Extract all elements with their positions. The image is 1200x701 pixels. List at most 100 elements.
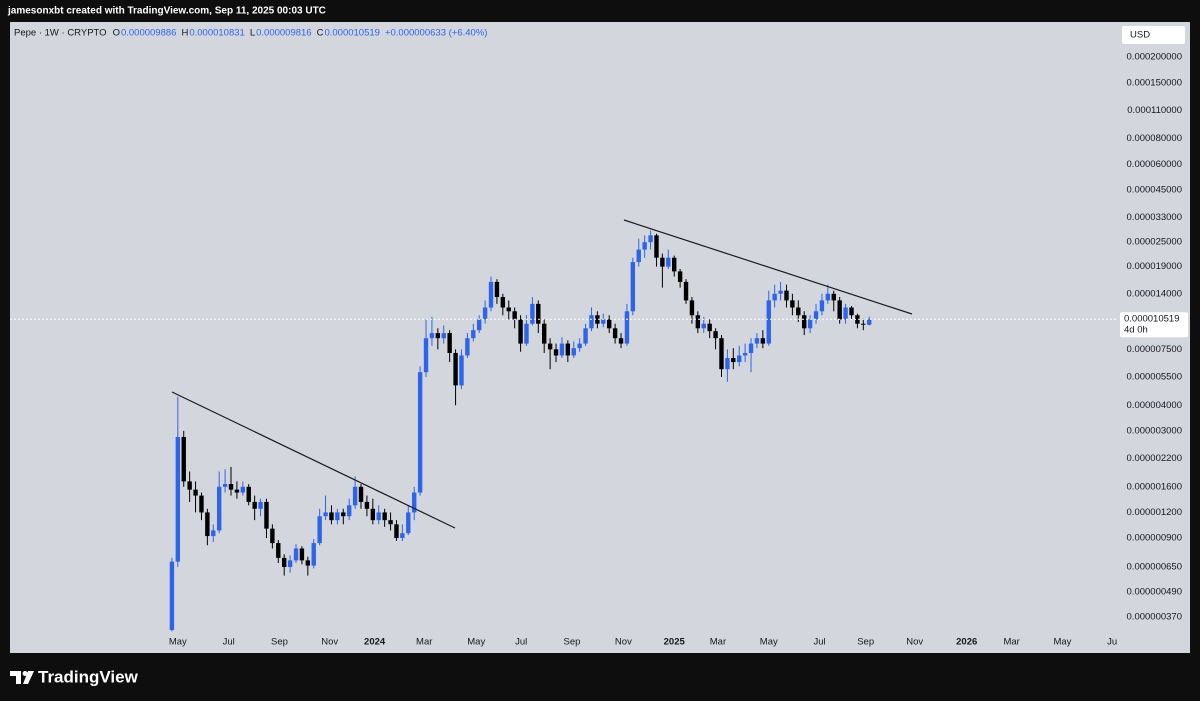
candle-body bbox=[518, 319, 523, 344]
last-price-label: 0.000010519 bbox=[1124, 314, 1179, 325]
candle-body bbox=[187, 481, 192, 490]
candle-body bbox=[802, 315, 807, 329]
brand-logo bbox=[10, 671, 34, 684]
candle-body bbox=[654, 235, 659, 258]
candle-body bbox=[400, 533, 405, 539]
y-tick-label: 0.000005500 bbox=[1127, 371, 1182, 382]
candle-body bbox=[624, 311, 630, 344]
candle-body bbox=[500, 297, 506, 308]
candle-body bbox=[855, 315, 860, 324]
y-tick-label: 0.000014000 bbox=[1127, 288, 1182, 299]
candle-body bbox=[731, 358, 736, 363]
candle-body bbox=[228, 484, 234, 490]
x-tick-label: Nov bbox=[906, 637, 923, 648]
candle-body bbox=[270, 528, 275, 544]
y-tick-label: 0.000033000 bbox=[1127, 212, 1182, 223]
candle-body bbox=[370, 508, 376, 521]
y-tick-label: 0.000060000 bbox=[1127, 159, 1182, 170]
candle-body bbox=[737, 355, 742, 363]
candle-body bbox=[358, 486, 364, 502]
x-tick-label: May bbox=[169, 637, 187, 648]
x-tick-label: Ju bbox=[1107, 637, 1117, 648]
candle-body bbox=[335, 512, 340, 521]
candle-body bbox=[695, 315, 701, 329]
candle-body bbox=[648, 235, 653, 243]
legend-value: 0.000009816 bbox=[256, 28, 311, 39]
y-tick-label: 0.000110000 bbox=[1127, 105, 1182, 116]
candle-body bbox=[754, 338, 760, 344]
x-tick-label: Jul bbox=[515, 637, 527, 648]
legend-key: H bbox=[181, 28, 188, 39]
legend-value: 0.000010831 bbox=[189, 28, 244, 39]
candle-body bbox=[571, 348, 576, 356]
candle-body bbox=[246, 486, 251, 502]
x-tick-label: May bbox=[467, 637, 485, 648]
candle-body bbox=[636, 249, 641, 263]
logo-shape bbox=[10, 671, 21, 684]
candle-body bbox=[429, 333, 435, 339]
candle-body bbox=[435, 333, 441, 339]
candle-body bbox=[553, 349, 559, 356]
candle-body bbox=[807, 319, 813, 329]
candle-body bbox=[252, 501, 257, 509]
candle-body bbox=[524, 323, 529, 344]
y-tick-label: 0.000000900 bbox=[1127, 533, 1182, 544]
candle-body bbox=[784, 290, 789, 301]
candle-body bbox=[352, 486, 358, 506]
brand: TradingView bbox=[38, 667, 139, 686]
candle-body bbox=[506, 307, 511, 312]
y-tick-label: 0.000150000 bbox=[1127, 77, 1182, 88]
candle-body bbox=[222, 484, 228, 487]
candle-body bbox=[205, 512, 210, 537]
x-tick-label: Jul bbox=[223, 637, 235, 648]
candle-body bbox=[193, 489, 198, 496]
x-tick-label: Mar bbox=[1003, 637, 1019, 648]
candle-body bbox=[725, 358, 730, 370]
candle-body bbox=[849, 307, 854, 316]
candle-body bbox=[796, 307, 801, 316]
candle-body bbox=[642, 242, 647, 250]
candle-body bbox=[264, 501, 269, 529]
x-tick-label: Mar bbox=[710, 637, 726, 648]
y-tick-label: 0.000004000 bbox=[1127, 400, 1182, 411]
candle-body bbox=[677, 271, 683, 282]
header-legend: Pepe · 1W · CRYPTO O 0.000009886 H 0.000010… bbox=[14, 28, 487, 39]
candle-body bbox=[346, 505, 352, 517]
legend-key: L bbox=[250, 28, 255, 39]
candle-body bbox=[364, 501, 370, 509]
y-tick-label: 0.000200000 bbox=[1127, 52, 1182, 63]
candle-body bbox=[382, 512, 387, 521]
x-tick-label: Nov bbox=[615, 637, 632, 648]
currency-box bbox=[1122, 26, 1185, 44]
x-tick-label: May bbox=[1053, 637, 1071, 648]
candle-body bbox=[240, 486, 246, 493]
candle-body bbox=[281, 557, 287, 567]
x-tick-label: Mar bbox=[416, 637, 432, 648]
candle-body bbox=[748, 343, 754, 353]
x-tick-label: May bbox=[760, 637, 778, 648]
candle-body bbox=[601, 319, 606, 324]
candle-body bbox=[471, 330, 476, 339]
x-tick-label: Nov bbox=[321, 637, 338, 648]
candle-body bbox=[559, 343, 565, 356]
candle-body bbox=[459, 355, 464, 386]
candle-body bbox=[772, 293, 777, 301]
candle-body bbox=[299, 548, 305, 561]
legend-value: 0.000010519 bbox=[324, 28, 379, 39]
candle-body bbox=[216, 486, 222, 531]
candle-body bbox=[423, 338, 429, 373]
candle-body bbox=[760, 338, 766, 344]
candle-body bbox=[843, 307, 848, 320]
x-tick-label: Jul bbox=[814, 637, 826, 648]
trendline bbox=[171, 391, 456, 529]
candle-body bbox=[169, 561, 175, 631]
candle-body bbox=[666, 257, 671, 267]
logo-shape bbox=[22, 671, 28, 676]
top-bar: jamesonxbt created with TradingView.com,… bbox=[7, 6, 326, 17]
candle-body bbox=[488, 281, 494, 308]
y-tick-label: 0.000002200 bbox=[1127, 453, 1182, 464]
candle-body bbox=[867, 319, 872, 325]
x-tick-label: Sep bbox=[564, 637, 581, 648]
